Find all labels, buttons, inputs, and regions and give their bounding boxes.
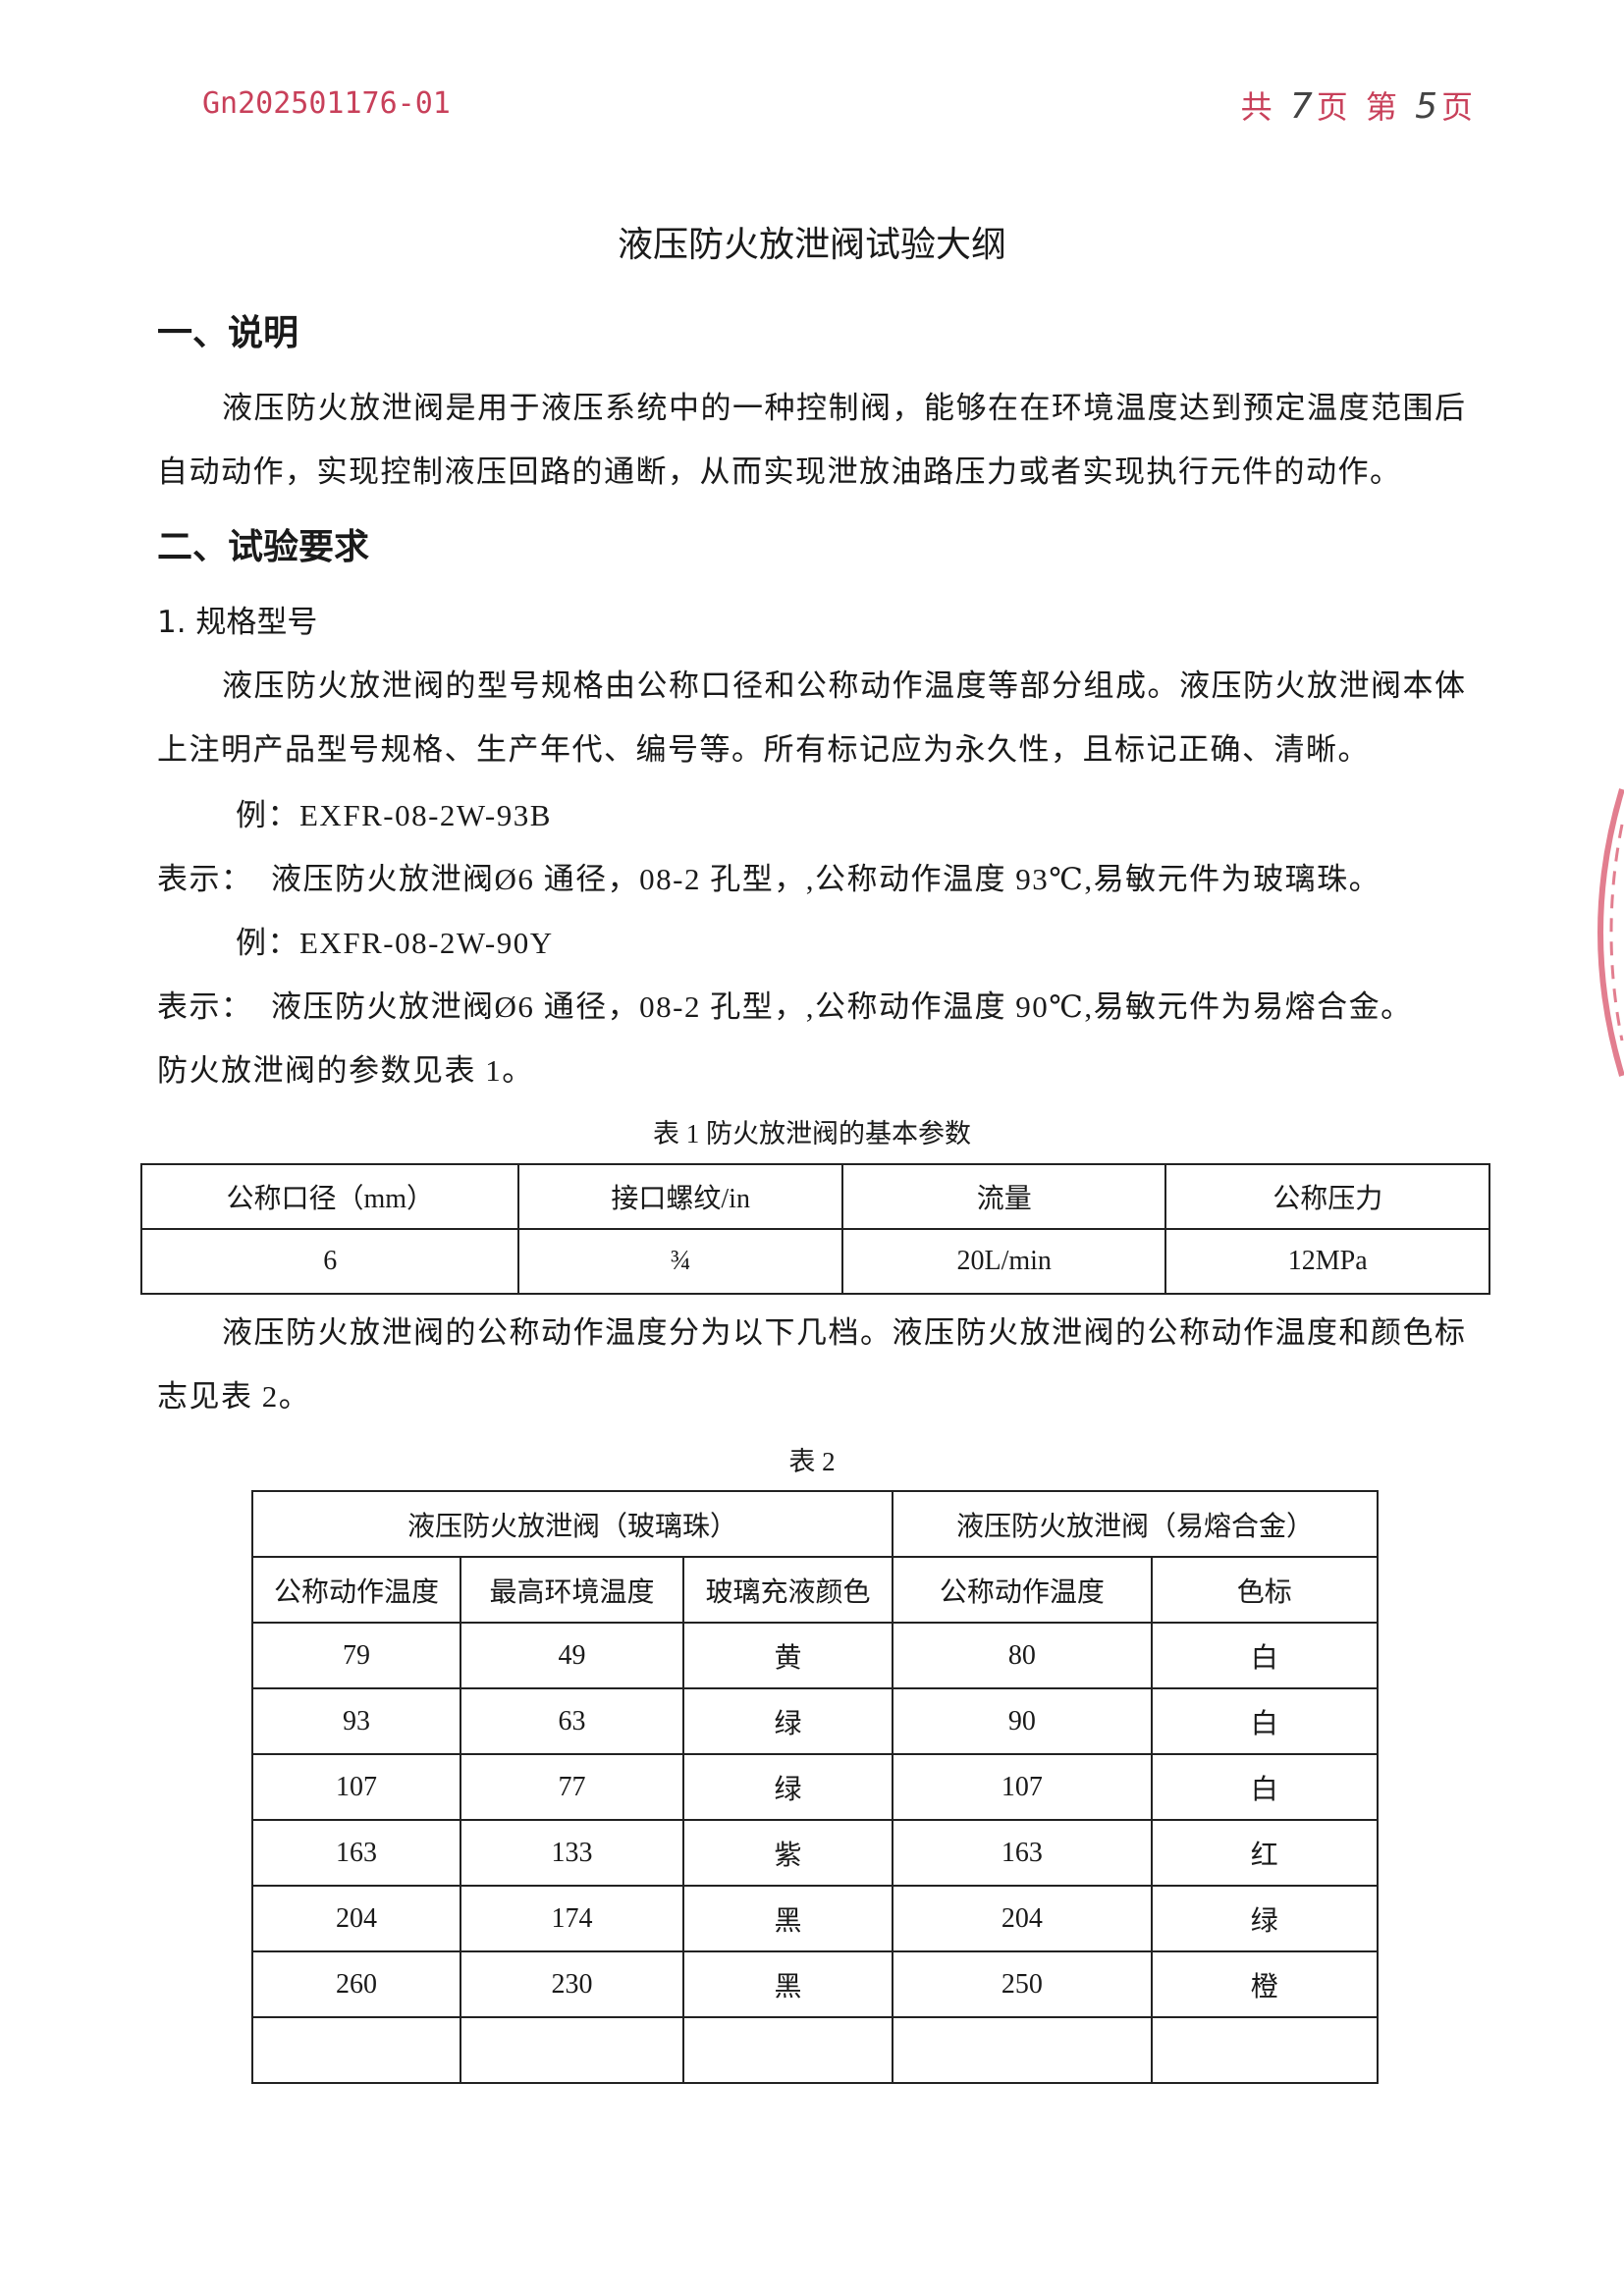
table-cell <box>892 2016 1153 2084</box>
paragraph-line: 液压防火放泄阀的型号规格由公称口径和公称动作温度等部分组成。液压防火放泄阀本体 <box>222 668 1467 703</box>
table-group-row: 液压防火放泄阀（玻璃珠） 液压防火放泄阀（易熔合金） <box>250 1490 1379 1558</box>
seal-ring <box>1597 788 1624 1077</box>
table-cell: 204 <box>892 1885 1153 1952</box>
meaning-line: 表示： 液压防火放泄阀Ø6 通径，08-2 孔型，,公称动作温度 93℃,易敏元… <box>157 862 1381 896</box>
page-mid: 页 第 <box>1316 88 1401 126</box>
table-cell: 163 <box>251 1819 461 1887</box>
table2: 液压防火放泄阀（玻璃珠） 液压防火放泄阀（易熔合金） 公称动作温度 最高环境温度… <box>250 1490 1380 2084</box>
example-line: 例：EXFR-08-2W-90Y <box>236 926 554 960</box>
table-header: 公称口径（mm） <box>139 1163 520 1230</box>
section1-heading: 一、说明 <box>157 313 299 353</box>
page-suffix: 页 <box>1440 88 1477 126</box>
table-header: 公称压力 <box>1164 1163 1490 1230</box>
table-cell: 红 <box>1150 1819 1380 1887</box>
section2-heading: 二、试验要求 <box>157 527 370 567</box>
table-cell: 白 <box>1150 1687 1380 1755</box>
table-cell: 90 <box>892 1687 1153 1755</box>
table-header: 公称动作温度 <box>251 1556 461 1624</box>
table-header: 玻璃充液颜色 <box>681 1556 894 1624</box>
table-cell: 白 <box>1150 1622 1380 1689</box>
table-cell: 204 <box>251 1885 461 1952</box>
table-header: 接口螺纹/in <box>517 1163 843 1230</box>
table-cell: 63 <box>460 1687 684 1755</box>
table-cell <box>681 2016 894 2084</box>
seal-lettering-mark <box>1609 824 1624 1041</box>
example-line: 例：EXFR-08-2W-93B <box>236 798 552 832</box>
paragraph-line: 自动动作，实现控制液压回路的通断，从而实现泄放油路压力或者实现执行元件的动作。 <box>157 454 1402 489</box>
table-cell: 93 <box>251 1687 461 1755</box>
table-cell: 绿 <box>681 1687 894 1755</box>
table-row: 260 230 黑 250 橙 <box>251 1950 1380 2018</box>
table-cell: 绿 <box>681 1753 894 1821</box>
table-cell: 230 <box>460 1950 684 2018</box>
table-row <box>251 2016 1380 2084</box>
table-cell <box>1150 2016 1380 2084</box>
table-cell: 黄 <box>681 1622 894 1689</box>
table-row: 93 63 绿 90 白 <box>251 1687 1380 1755</box>
table-header: 最高环境温度 <box>460 1556 684 1624</box>
table-cell: 白 <box>1150 1753 1380 1821</box>
table-cell: 133 <box>460 1819 684 1887</box>
current-page: 5 <box>1415 86 1441 127</box>
table-group-header: 液压防火放泄阀（玻璃珠） <box>250 1490 894 1558</box>
table-group-header: 液压防火放泄阀（易熔合金） <box>892 1490 1379 1558</box>
table-row: 204 174 黑 204 绿 <box>251 1885 1380 1952</box>
paragraph-line: 上注明产品型号规格、生产年代、编号等。所有标记应为永久性，且标记正确、清晰。 <box>157 732 1370 767</box>
table-header-row: 公称口径（mm） 接口螺纹/in 流量 公称压力 <box>139 1163 1490 1230</box>
document-number: Gn202501176-01 <box>202 86 451 121</box>
paragraph-line: 志见表 2。 <box>157 1379 311 1414</box>
subsection-heading: 1. 规格型号 <box>157 605 318 640</box>
table-cell: 紫 <box>681 1819 894 1887</box>
reference-line: 防火放泄阀的参数见表 1。 <box>157 1053 534 1088</box>
table-cell: 6 <box>139 1228 520 1295</box>
table-cell: 黑 <box>681 1950 894 2018</box>
table-cell: 79 <box>251 1622 461 1689</box>
table-cell: 77 <box>460 1753 684 1821</box>
paragraph-line: 液压防火放泄阀是用于液压系统中的一种控制阀，能够在在环境温度达到预定温度范围后 <box>222 391 1467 425</box>
table-cell: 黑 <box>681 1885 894 1952</box>
table2-caption: 表 2 <box>788 1447 836 1476</box>
table-cell: 绿 <box>1150 1885 1380 1952</box>
table-cell: 107 <box>892 1753 1153 1821</box>
table-cell: ¾ <box>517 1228 843 1295</box>
table-header-row: 公称动作温度 最高环境温度 玻璃充液颜色 公称动作温度 色标 <box>251 1556 1380 1624</box>
table-row: 107 77 绿 107 白 <box>251 1753 1380 1821</box>
paragraph-line: 液压防火放泄阀的公称动作温度分为以下几档。液压防火放泄阀的公称动作温度和颜色标 <box>222 1315 1467 1350</box>
table-cell: 107 <box>251 1753 461 1821</box>
table-cell: 174 <box>460 1885 684 1952</box>
table-header: 公称动作温度 <box>892 1556 1153 1624</box>
table-cell <box>251 2016 461 2084</box>
table-cell: 12MPa <box>1164 1228 1490 1295</box>
page-prefix: 共 <box>1240 88 1276 126</box>
table-header: 色标 <box>1150 1556 1380 1624</box>
table1: 公称口径（mm） 接口螺纹/in 流量 公称压力 6 ¾ 20L/min 12M… <box>139 1163 1490 1295</box>
red-seal-stamp <box>1597 788 1624 1077</box>
table-header: 流量 <box>840 1163 1167 1230</box>
table-cell <box>460 2016 684 2084</box>
table-row: 79 49 黄 80 白 <box>251 1622 1380 1689</box>
table-row: 6 ¾ 20L/min 12MPa <box>139 1228 1490 1295</box>
meaning-line: 表示： 液压防火放泄阀Ø6 通径，08-2 孔型，,公称动作温度 90℃,易敏元… <box>157 989 1413 1024</box>
table-cell: 20L/min <box>840 1228 1167 1295</box>
table-cell: 橙 <box>1150 1950 1380 2018</box>
table-row: 163 133 紫 163 红 <box>251 1819 1380 1887</box>
table-cell: 80 <box>892 1622 1153 1689</box>
table-cell: 260 <box>251 1950 461 2018</box>
table-cell: 250 <box>892 1950 1153 2018</box>
table1-caption: 表 1 防火放泄阀的基本参数 <box>653 1119 971 1148</box>
total-pages: 7 <box>1289 86 1317 127</box>
table-cell: 49 <box>460 1622 684 1689</box>
document-title: 液压防火放泄阀试验大纲 <box>617 225 1006 265</box>
page-indicator: 共 7页 第 5页 <box>1241 82 1477 128</box>
table-cell: 163 <box>892 1819 1153 1887</box>
